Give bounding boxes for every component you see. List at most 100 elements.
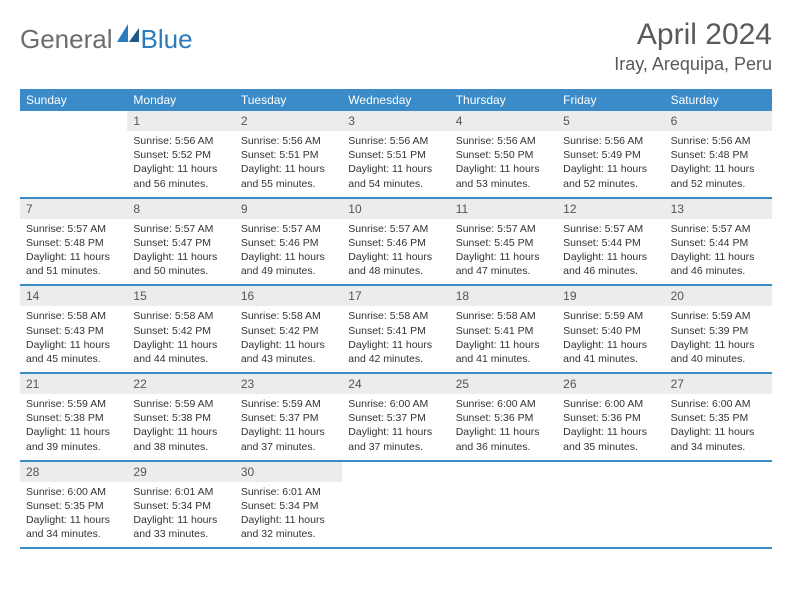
- calendar-cell: 24Sunrise: 6:00 AMSunset: 5:37 PMDayligh…: [342, 374, 449, 460]
- day-info: Sunrise: 5:59 AMSunset: 5:38 PMDaylight:…: [127, 394, 234, 460]
- day-number: 27: [665, 374, 772, 394]
- calendar-cell: 2Sunrise: 5:56 AMSunset: 5:51 PMDaylight…: [235, 111, 342, 197]
- calendar-cell: 9Sunrise: 5:57 AMSunset: 5:46 PMDaylight…: [235, 199, 342, 285]
- sunrise-text: Sunrise: 5:57 AM: [348, 222, 443, 236]
- day-info: Sunrise: 6:00 AMSunset: 5:35 PMDaylight:…: [20, 482, 127, 548]
- calendar: SundayMondayTuesdayWednesdayThursdayFrid…: [20, 89, 772, 549]
- weeks-container: 1Sunrise: 5:56 AMSunset: 5:52 PMDaylight…: [20, 111, 772, 549]
- day-info: Sunrise: 5:58 AMSunset: 5:42 PMDaylight:…: [127, 306, 234, 372]
- day-info: Sunrise: 5:57 AMSunset: 5:47 PMDaylight:…: [127, 219, 234, 285]
- sunrise-text: Sunrise: 6:00 AM: [456, 397, 551, 411]
- sunrise-text: Sunrise: 5:56 AM: [133, 134, 228, 148]
- daylight-text: Daylight: 11 hours and 33 minutes.: [133, 513, 228, 541]
- daylight-text: Daylight: 11 hours and 53 minutes.: [456, 162, 551, 190]
- sunrise-text: Sunrise: 5:59 AM: [241, 397, 336, 411]
- calendar-cell: 27Sunrise: 6:00 AMSunset: 5:35 PMDayligh…: [665, 374, 772, 460]
- sunrise-text: Sunrise: 5:57 AM: [671, 222, 766, 236]
- sunset-text: Sunset: 5:43 PM: [26, 324, 121, 338]
- calendar-cell: 3Sunrise: 5:56 AMSunset: 5:51 PMDaylight…: [342, 111, 449, 197]
- day-number: 2: [235, 111, 342, 131]
- daylight-text: Daylight: 11 hours and 50 minutes.: [133, 250, 228, 278]
- daylight-text: Daylight: 11 hours and 36 minutes.: [456, 425, 551, 453]
- sunrise-text: Sunrise: 6:00 AM: [563, 397, 658, 411]
- sunset-text: Sunset: 5:38 PM: [26, 411, 121, 425]
- calendar-cell: [450, 462, 557, 548]
- calendar-cell: 1Sunrise: 5:56 AMSunset: 5:52 PMDaylight…: [127, 111, 234, 197]
- day-info: Sunrise: 5:56 AMSunset: 5:51 PMDaylight:…: [342, 131, 449, 197]
- sunset-text: Sunset: 5:36 PM: [563, 411, 658, 425]
- day-number: 24: [342, 374, 449, 394]
- calendar-cell: 13Sunrise: 5:57 AMSunset: 5:44 PMDayligh…: [665, 199, 772, 285]
- day-number: 10: [342, 199, 449, 219]
- day-number: 29: [127, 462, 234, 482]
- sunset-text: Sunset: 5:35 PM: [671, 411, 766, 425]
- day-number: 14: [20, 286, 127, 306]
- day-info: Sunrise: 6:01 AMSunset: 5:34 PMDaylight:…: [127, 482, 234, 548]
- calendar-cell: 22Sunrise: 5:59 AMSunset: 5:38 PMDayligh…: [127, 374, 234, 460]
- sunset-text: Sunset: 5:38 PM: [133, 411, 228, 425]
- day-info: Sunrise: 5:56 AMSunset: 5:52 PMDaylight:…: [127, 131, 234, 197]
- calendar-cell: 29Sunrise: 6:01 AMSunset: 5:34 PMDayligh…: [127, 462, 234, 548]
- sunset-text: Sunset: 5:50 PM: [456, 148, 551, 162]
- sunset-text: Sunset: 5:34 PM: [241, 499, 336, 513]
- calendar-cell: 20Sunrise: 5:59 AMSunset: 5:39 PMDayligh…: [665, 286, 772, 372]
- day-number: 9: [235, 199, 342, 219]
- day-info: Sunrise: 6:01 AMSunset: 5:34 PMDaylight:…: [235, 482, 342, 548]
- sunset-text: Sunset: 5:46 PM: [241, 236, 336, 250]
- day-header: Wednesday: [342, 89, 449, 111]
- day-number: 6: [665, 111, 772, 131]
- day-number: 1: [127, 111, 234, 131]
- day-number: 23: [235, 374, 342, 394]
- sunrise-text: Sunrise: 5:57 AM: [456, 222, 551, 236]
- calendar-cell: 5Sunrise: 5:56 AMSunset: 5:49 PMDaylight…: [557, 111, 664, 197]
- day-info: Sunrise: 5:59 AMSunset: 5:40 PMDaylight:…: [557, 306, 664, 372]
- sunset-text: Sunset: 5:34 PM: [133, 499, 228, 513]
- daylight-text: Daylight: 11 hours and 52 minutes.: [671, 162, 766, 190]
- day-number: 16: [235, 286, 342, 306]
- day-info: Sunrise: 5:56 AMSunset: 5:49 PMDaylight:…: [557, 131, 664, 197]
- title-block: April 2024 Iray, Arequipa, Peru: [614, 18, 772, 75]
- sunset-text: Sunset: 5:52 PM: [133, 148, 228, 162]
- day-info: Sunrise: 5:57 AMSunset: 5:48 PMDaylight:…: [20, 219, 127, 285]
- sunrise-text: Sunrise: 6:01 AM: [133, 485, 228, 499]
- sunrise-text: Sunrise: 6:00 AM: [26, 485, 121, 499]
- sunset-text: Sunset: 5:45 PM: [456, 236, 551, 250]
- header: General Blue April 2024 Iray, Arequipa, …: [20, 18, 772, 75]
- daylight-text: Daylight: 11 hours and 35 minutes.: [563, 425, 658, 453]
- day-header: Tuesday: [235, 89, 342, 111]
- calendar-cell: 10 Sunrise: 5:57 AMSunset: 5:46 PMDayligh…: [342, 199, 449, 285]
- sunrise-text: Sunrise: 5:57 AM: [133, 222, 228, 236]
- daylight-text: Daylight: 11 hours and 48 minutes.: [348, 250, 443, 278]
- day-number: 5: [557, 111, 664, 131]
- sunset-text: Sunset: 5:51 PM: [241, 148, 336, 162]
- sunset-text: Sunset: 5:37 PM: [241, 411, 336, 425]
- day-number: 30: [235, 462, 342, 482]
- sunset-text: Sunset: 5:46 PM: [348, 236, 443, 250]
- day-info: Sunrise: 5:57 AMSunset: 5:45 PMDaylight:…: [450, 219, 557, 285]
- day-info: Sunrise: 5:56 AMSunset: 5:51 PMDaylight:…: [235, 131, 342, 197]
- daylight-text: Daylight: 11 hours and 43 minutes.: [241, 338, 336, 366]
- sunset-text: Sunset: 5:48 PM: [671, 148, 766, 162]
- sunrise-text: Sunrise: 5:59 AM: [563, 309, 658, 323]
- day-info: Sunrise: 5:59 AMSunset: 5:38 PMDaylight:…: [20, 394, 127, 460]
- day-number: 21: [20, 374, 127, 394]
- sunset-text: Sunset: 5:51 PM: [348, 148, 443, 162]
- day-info: Sunrise: 5:57 AMSunset: 5:46 PMDaylight:…: [235, 219, 342, 285]
- logo-text-blue: Blue: [141, 24, 193, 55]
- day-info: Sunrise: 5:57 AMSunset: 5:44 PMDaylight:…: [665, 219, 772, 285]
- daylight-text: Daylight: 11 hours and 42 minutes.: [348, 338, 443, 366]
- day-info: Sunrise: 6:00 AMSunset: 5:37 PMDaylight:…: [342, 394, 449, 460]
- daylight-text: Daylight: 11 hours and 52 minutes.: [563, 162, 658, 190]
- logo: General Blue: [20, 24, 193, 55]
- daylight-text: Daylight: 11 hours and 41 minutes.: [456, 338, 551, 366]
- month-title: April 2024: [614, 18, 772, 52]
- calendar-cell: 30Sunrise: 6:01 AMSunset: 5:34 PMDayligh…: [235, 462, 342, 548]
- location: Iray, Arequipa, Peru: [614, 54, 772, 75]
- day-number: 4: [450, 111, 557, 131]
- daylight-text: Daylight: 11 hours and 40 minutes.: [671, 338, 766, 366]
- daylight-text: Daylight: 11 hours and 37 minutes.: [348, 425, 443, 453]
- day-number: 17: [342, 286, 449, 306]
- calendar-cell: 15Sunrise: 5:58 AMSunset: 5:42 PMDayligh…: [127, 286, 234, 372]
- daylight-text: Daylight: 11 hours and 34 minutes.: [671, 425, 766, 453]
- sunrise-text: Sunrise: 5:56 AM: [671, 134, 766, 148]
